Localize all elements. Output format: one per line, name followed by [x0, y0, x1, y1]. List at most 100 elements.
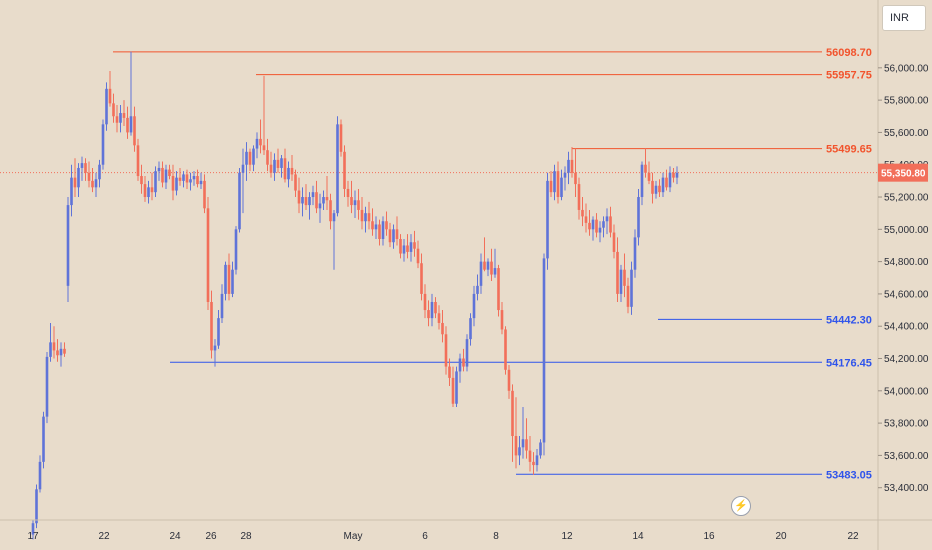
candle: [451, 366, 455, 407]
candle: [84, 158, 87, 181]
candle: [273, 153, 276, 181]
candle-body: [605, 216, 609, 222]
candle-body: [255, 138, 259, 149]
currency-selector[interactable]: INR: [882, 5, 926, 31]
candle: [161, 161, 164, 188]
candle: [409, 234, 413, 262]
y-tick-label: 54,000.00: [884, 386, 929, 397]
candle: [63, 342, 66, 357]
candle-body: [84, 163, 87, 173]
candle-body: [129, 116, 133, 133]
x-tick-label: 22: [98, 531, 110, 542]
candle-body: [434, 301, 437, 314]
candle: [542, 253, 546, 456]
candle-body: [339, 124, 343, 152]
candle-body: [437, 313, 441, 323]
candle-body: [301, 197, 304, 204]
candle: [91, 167, 94, 193]
candle-body: [616, 251, 619, 294]
candle-body: [448, 366, 451, 378]
lightning-icon[interactable]: ⚡: [731, 496, 751, 516]
candle: [525, 418, 528, 459]
candle-body: [486, 261, 490, 270]
candle-body: [73, 177, 77, 188]
candle-body: [619, 269, 623, 294]
candle-body: [168, 169, 171, 177]
candle: [619, 264, 623, 302]
candle: [647, 161, 651, 185]
candle-body: [238, 172, 241, 230]
candle-body: [430, 301, 434, 319]
candle: [490, 248, 493, 281]
candle: [511, 384, 514, 462]
level-labels: 55,350.80 56098.70 55957.75 55499.65 54442.3…: [826, 47, 928, 481]
candle: [654, 180, 658, 199]
candle: [591, 216, 595, 241]
x-tick-label: 12: [561, 531, 573, 542]
candle: [171, 164, 175, 201]
candle-body: [38, 461, 42, 490]
candle-body: [357, 200, 360, 210]
candle-body: [455, 371, 458, 404]
candle-body: [133, 116, 136, 146]
support-level-label: 54442.30: [826, 314, 872, 326]
candle-body: [346, 188, 350, 198]
candle-body: [115, 116, 119, 123]
candle: [70, 164, 73, 217]
candle-body: [147, 187, 150, 198]
y-tick-label: 55,800.00: [884, 96, 929, 107]
candle-body: [252, 148, 255, 165]
candle: [637, 188, 640, 246]
candle: [105, 82, 108, 131]
candle: [567, 151, 570, 185]
candle-body: [273, 159, 276, 173]
candle: [570, 146, 574, 178]
candle-body: [528, 450, 532, 462]
candle: [605, 208, 609, 235]
x-tick-label: 20: [775, 531, 787, 542]
candle: [206, 197, 210, 311]
candle: [437, 305, 441, 330]
candle: [77, 163, 80, 198]
candle-body: [549, 180, 553, 193]
candle: [546, 172, 549, 270]
candle: [644, 148, 647, 178]
candle: [465, 334, 469, 372]
candle-body: [283, 158, 287, 180]
candle-body: [241, 164, 245, 173]
candle-body: [409, 242, 413, 252]
candle-body: [364, 213, 367, 222]
candle-body: [553, 171, 556, 193]
candle-body: [626, 285, 630, 307]
candle: [234, 226, 238, 275]
candle-body: [164, 169, 168, 183]
candle: [325, 176, 329, 210]
candle: [535, 448, 539, 472]
candle-body: [661, 177, 665, 193]
candle-body: [98, 164, 101, 180]
candle-body: [595, 219, 598, 233]
y-tick-label: 53,400.00: [884, 483, 929, 494]
candle: [136, 138, 140, 181]
candle-body: [577, 184, 581, 210]
candle-body: [500, 310, 504, 330]
candle-body: [413, 242, 416, 249]
candle-body: [609, 216, 612, 233]
candle-body: [598, 227, 602, 233]
candle: [385, 211, 388, 236]
candle: [203, 174, 206, 214]
candle-body: [451, 377, 455, 404]
candle-body: [423, 293, 427, 311]
candle: [147, 180, 150, 204]
x-tick-label: 24: [169, 531, 181, 542]
candle-body: [567, 159, 570, 173]
y-tick-label: 54,200.00: [884, 354, 929, 365]
candle: [413, 230, 416, 257]
candle: [388, 222, 392, 248]
candle: [262, 75, 266, 156]
candle-body: [518, 447, 521, 456]
candle-body: [374, 224, 378, 230]
candle-body: [259, 138, 262, 146]
